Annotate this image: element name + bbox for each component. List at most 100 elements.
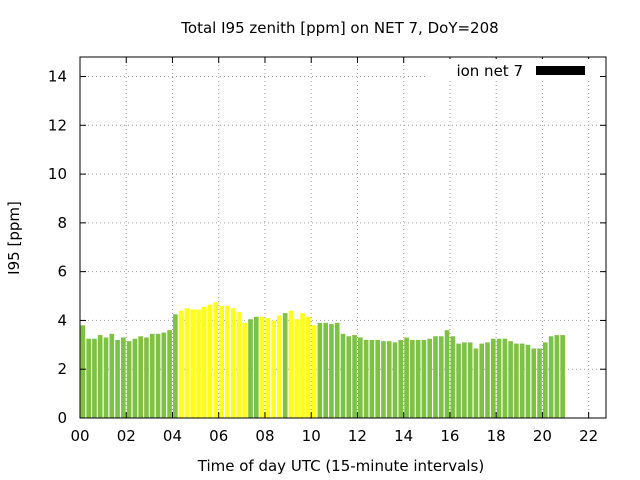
bar <box>167 330 172 418</box>
bar <box>427 338 433 418</box>
x-tick-label: 14 <box>394 427 413 445</box>
bar <box>317 322 323 418</box>
bar <box>386 341 392 418</box>
bar <box>358 337 363 418</box>
x-tick-label: 22 <box>579 427 598 445</box>
bar <box>242 322 248 418</box>
bar <box>514 343 519 418</box>
bar <box>450 336 456 418</box>
x-axis-label: Time of day UTC (15-minute intervals) <box>197 457 484 475</box>
grid <box>80 57 606 418</box>
bar <box>438 336 444 418</box>
bar <box>554 335 560 418</box>
bar <box>184 308 190 418</box>
legend-label: ion net 7 <box>456 62 523 80</box>
x-tick-label: 10 <box>302 427 321 445</box>
bar <box>201 307 207 418</box>
legend-swatch <box>536 66 585 75</box>
x-tick-label: 00 <box>70 427 89 445</box>
bar <box>346 336 352 418</box>
bar <box>404 337 409 418</box>
bar <box>502 338 508 418</box>
plot-border <box>79 56 607 419</box>
bar <box>300 313 305 418</box>
x-tick-label: 04 <box>163 427 182 445</box>
bar <box>126 341 132 418</box>
bar <box>92 338 97 418</box>
bar <box>230 308 236 418</box>
bar <box>196 309 201 418</box>
bar <box>473 348 479 418</box>
x-tick-label: 08 <box>255 427 274 445</box>
bar <box>155 333 161 418</box>
y-axis-label: I95 [ppm] <box>5 201 23 275</box>
bar <box>138 336 143 418</box>
bar <box>121 337 126 418</box>
bar <box>537 348 542 418</box>
x-tick-label: 20 <box>533 427 552 445</box>
bar <box>485 342 490 418</box>
bar <box>323 322 328 418</box>
bar <box>444 330 450 418</box>
bar <box>178 310 184 418</box>
bar <box>97 335 103 418</box>
bar <box>109 333 115 418</box>
y-tick-label: 14 <box>48 68 67 86</box>
bar <box>467 342 473 418</box>
bar <box>375 339 380 418</box>
bar <box>433 336 438 418</box>
y-tick-label: 2 <box>57 360 67 378</box>
bar <box>161 332 167 418</box>
x-tick-label: 02 <box>117 427 136 445</box>
y-tick-label: 10 <box>48 165 67 183</box>
bar <box>340 333 346 418</box>
legend: ion net 7 <box>427 59 597 81</box>
bar <box>531 348 537 418</box>
bar <box>496 338 502 418</box>
bar <box>548 336 554 418</box>
x-tick-label: 18 <box>487 427 506 445</box>
x-tick-label: 16 <box>440 427 459 445</box>
bar <box>259 316 265 418</box>
bar <box>219 305 224 418</box>
legend-background <box>427 59 597 81</box>
y-tick-label: 6 <box>57 263 67 281</box>
bar <box>398 339 404 418</box>
bar <box>265 317 271 418</box>
x-tick-label: 12 <box>348 427 367 445</box>
bar <box>271 320 276 418</box>
bar <box>381 341 386 418</box>
bar <box>421 339 427 418</box>
bar <box>306 316 311 418</box>
bar <box>311 325 317 418</box>
bar <box>86 338 91 418</box>
bar <box>294 319 300 418</box>
bar <box>277 315 282 418</box>
bar <box>190 309 196 418</box>
y-tick-label: 0 <box>57 409 67 427</box>
chart-title: Total I95 zenith [ppm] on NET 7, DoY=208 <box>180 19 498 37</box>
bars <box>80 302 565 418</box>
bar <box>456 343 461 418</box>
bar <box>213 302 219 418</box>
bar <box>248 319 253 418</box>
y-tick-label: 12 <box>48 116 67 134</box>
bar <box>415 339 421 418</box>
y-tick-label: 4 <box>57 311 67 329</box>
bar <box>410 339 415 418</box>
bar <box>103 337 109 418</box>
x-tick-label: 06 <box>209 427 228 445</box>
bar <box>253 316 259 418</box>
bar <box>519 343 525 418</box>
bar <box>329 324 334 418</box>
bar <box>282 313 288 418</box>
bar <box>236 311 242 418</box>
bar <box>288 310 294 418</box>
bar <box>490 338 496 418</box>
bar <box>352 335 357 418</box>
bar <box>392 342 398 418</box>
bar <box>225 305 230 418</box>
bar <box>132 338 138 418</box>
bar <box>462 342 467 418</box>
